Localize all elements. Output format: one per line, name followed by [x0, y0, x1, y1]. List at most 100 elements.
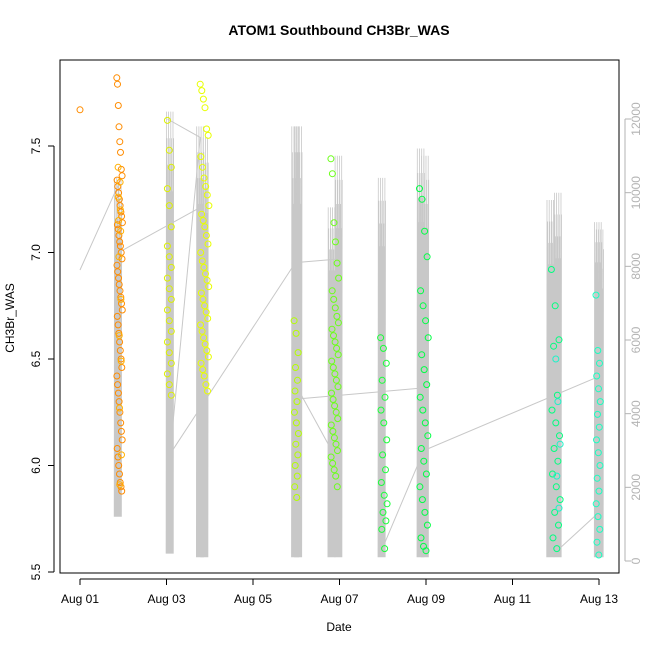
altitude-transit-line [557, 512, 599, 551]
data-point [116, 481, 124, 489]
data-point [118, 306, 126, 314]
data-point [118, 487, 126, 495]
data-point [418, 195, 426, 203]
data-point [163, 242, 171, 250]
data-point [113, 445, 121, 452]
data-point [203, 276, 211, 284]
data-point [293, 494, 301, 501]
data-point [383, 436, 391, 444]
data-point [330, 295, 338, 303]
data-point [549, 470, 556, 478]
data-point [293, 472, 301, 480]
data-point [163, 338, 171, 346]
data-point [167, 391, 175, 399]
data-point [416, 393, 424, 401]
y2-tick-label: 6000 [629, 326, 643, 353]
data-point [115, 123, 123, 131]
data-point [197, 321, 204, 329]
data-point [293, 398, 301, 406]
data-point [294, 349, 302, 357]
data-point [423, 253, 431, 261]
altitude-profile-column [595, 229, 604, 558]
axes-layer: Aug 01 Aug 03 Aug 05 Aug 07 Aug 09 Aug 11 Aug … [29, 102, 643, 606]
data-point [117, 419, 125, 427]
data-point [163, 370, 171, 378]
altitude-profile-column [546, 199, 555, 558]
data-point [117, 295, 125, 303]
data-point [549, 534, 557, 542]
data-point [548, 406, 556, 414]
data-point [332, 408, 340, 416]
data-point [201, 340, 209, 348]
points-layer [76, 74, 604, 559]
y2-tick-label: 2000 [629, 474, 643, 501]
data-point [204, 240, 212, 248]
data-point [117, 148, 124, 156]
data-point [596, 398, 604, 406]
data-point [117, 355, 125, 363]
data-point [205, 202, 213, 210]
data-point [547, 266, 555, 273]
y2-tick-label: 4000 [629, 400, 643, 427]
data-point [167, 327, 175, 335]
data-point [200, 263, 208, 271]
data-point [116, 238, 124, 246]
data-point [422, 317, 430, 325]
y-axis-label: CH3Br_WAS [3, 283, 17, 353]
data-point [381, 393, 389, 401]
data-point [330, 219, 338, 227]
data-point [332, 238, 339, 246]
data-point [550, 445, 558, 452]
data-point [113, 221, 121, 229]
data-point [165, 202, 173, 210]
data-point [204, 387, 211, 395]
altitude-transit-line [298, 387, 424, 400]
data-point [332, 472, 340, 480]
chart-title: ATOM1 Southbound CH3Br_WAS [228, 22, 449, 38]
data-point [382, 466, 389, 474]
data-point [333, 259, 341, 267]
data-point [332, 376, 340, 384]
data-point [114, 381, 122, 389]
data-point [329, 364, 337, 371]
data-point [328, 389, 335, 397]
data-point [593, 538, 601, 546]
data-point [551, 508, 559, 516]
data-point [114, 193, 122, 201]
data-point [116, 347, 124, 354]
data-point [196, 80, 204, 88]
data-point [292, 440, 300, 448]
data-point [596, 525, 604, 533]
data-point [118, 451, 125, 459]
data-point [202, 183, 210, 190]
altitude-transit-line [167, 118, 339, 455]
data-point [595, 423, 603, 431]
data-point [378, 376, 386, 384]
data-point [556, 496, 564, 504]
data-point [203, 347, 211, 354]
data-point [294, 376, 301, 384]
data-point [197, 289, 205, 297]
data-point [118, 436, 126, 444]
data-point [424, 432, 432, 440]
plot-frame [59, 59, 620, 574]
data-point [594, 513, 602, 521]
data-point [419, 406, 427, 414]
data-point [554, 398, 562, 406]
data-point [117, 427, 125, 435]
data-point [204, 353, 212, 361]
data-point [163, 185, 171, 193]
data-point [556, 440, 564, 448]
altitude-profile-column [294, 126, 303, 558]
data-point [328, 357, 336, 365]
data-point [420, 366, 428, 374]
data-point [331, 370, 339, 378]
data-point [422, 547, 430, 555]
altitude-transit-line [79, 185, 201, 271]
data-point [197, 153, 205, 161]
data-point [593, 372, 601, 380]
data-point [328, 170, 336, 178]
data-point [421, 419, 429, 427]
data-point [331, 402, 339, 410]
data-point [552, 419, 560, 427]
